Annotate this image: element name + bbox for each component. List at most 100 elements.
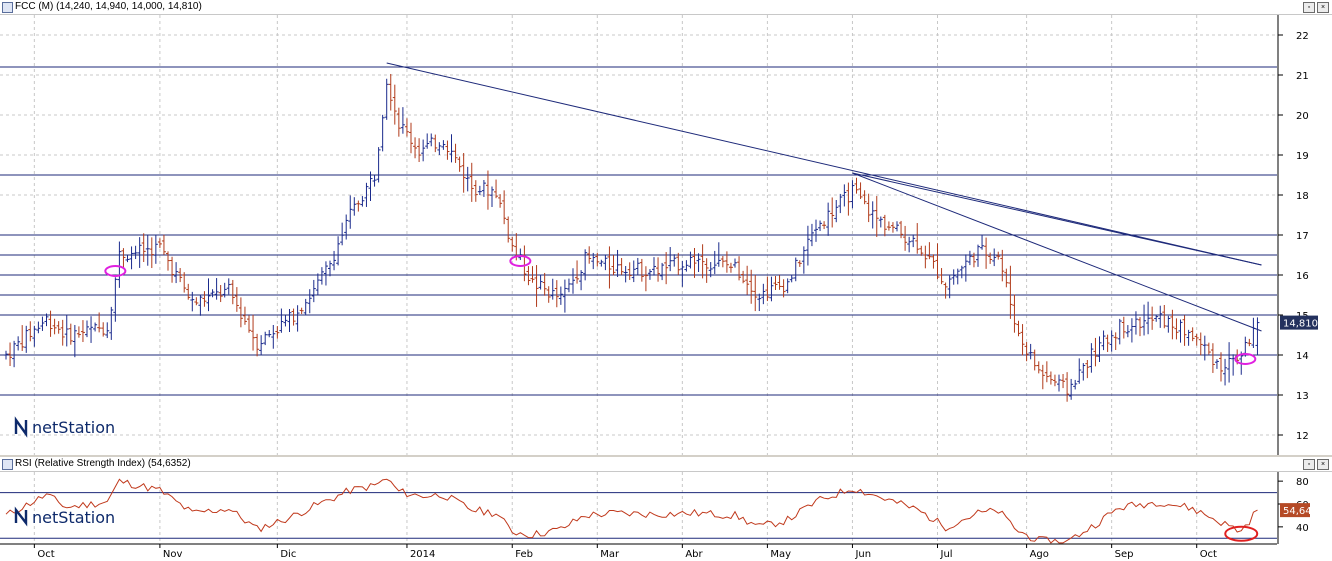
ohlc-bar [943,282,948,299]
ohlc-bar [166,251,170,271]
ohlc-bar [562,279,567,313]
ohlc-bar [1032,349,1037,371]
ohlc-bar [1198,332,1203,356]
ohlc-bar [202,291,207,307]
close-button[interactable]: × [1317,2,1329,13]
ohlc-bar [20,325,25,351]
ohlc-bar [234,287,239,312]
ohlc-bar [174,262,179,284]
rsi-restore-button[interactable]: ▫ [1303,459,1315,470]
ohlc-bar [591,252,596,270]
ohlc-bar [360,196,365,207]
ohlc-bar [4,350,8,360]
ohlc-bar [465,166,470,192]
ohlc-bar [1008,265,1013,319]
rsi-y-tick-label: 40 [1296,523,1309,534]
ohlc-bar [1117,318,1122,345]
restore-button[interactable]: ▫ [1303,2,1315,13]
ohlc-bar [299,307,304,315]
ohlc-bar [781,279,786,298]
rsi-window-menu-icon[interactable] [2,459,13,470]
ohlc-bar [1077,358,1082,384]
ohlc-bar [550,278,555,300]
x-tick-label: Nov [163,549,183,560]
ohlc-bar [251,314,256,351]
ohlc-bar [498,194,503,208]
rsi-panel-title: RSI (Relative Strength Index) (54,6352) [15,458,191,469]
ohlc-bar [1113,332,1118,351]
ohlc-bar [635,257,640,275]
ohlc-bar [1004,268,1009,288]
ohlc-bar [97,312,102,333]
ohlc-bar [611,255,616,276]
ohlc-bar [48,310,53,337]
rsi-close-button[interactable]: × [1317,459,1329,470]
ohlc-bar [631,260,636,283]
ohlc-bar [773,275,778,290]
ohlc-bar [656,257,661,282]
highlight-marker [509,255,532,267]
ohlc-bar [194,297,199,306]
ohlc-bar [1016,320,1021,337]
trendline [386,62,1262,266]
window-menu-icon[interactable] [2,2,13,13]
ohlc-bar [356,200,361,212]
ohlc-bar [1057,374,1061,392]
ohlc-bar [846,182,851,216]
ohlc-bar [522,245,527,282]
ohlc-bar [923,245,928,269]
ohlc-bar [967,250,972,266]
ohlc-bar [12,340,17,368]
ohlc-bar [1154,314,1159,322]
ohlc-bar [858,182,863,200]
ohlc-bar [481,179,486,197]
ohlc-bar [149,237,154,269]
ohlc-bar [530,266,535,283]
price-panel-title: FCC (M) (14,240, 14,940, 14,000, 14,810) [15,1,202,12]
ohlc-bar [36,321,41,334]
rsi-panel-titlebar: RSI (Relative Strength Index) (54,6352) … [0,457,1332,472]
ohlc-bar [745,265,750,295]
ohlc-bar [1174,318,1179,340]
y-tick-label: 22 [1296,31,1309,42]
ohlc-bar [425,133,430,149]
ohlc-bar [1223,358,1228,386]
ohlc-bar [60,319,65,346]
ohlc-bar [1065,372,1070,402]
ohlc-bar [672,254,677,267]
ohlc-bar [895,221,899,232]
ohlc-bar [838,193,843,214]
ohlc-bar [1036,361,1041,374]
ohlc-bar [518,248,523,261]
ohlc-bar [247,315,251,333]
ohlc-bar [757,293,762,312]
ohlc-bar [639,258,644,282]
ohlc-bar [469,162,474,202]
ohlc-bar [963,254,968,282]
rsi-series-line [5,478,1258,544]
ohlc-bar [129,246,134,270]
ohlc-bar [24,325,29,353]
rsi-netstation-logo-icon [14,506,28,527]
ohlc-bar [733,258,737,268]
ohlc-bar [542,272,547,296]
ohlc-bar [210,289,215,298]
ohlc-bar [789,274,794,283]
ohlc-bar [587,246,592,264]
ohlc-bar [696,253,701,273]
ohlc-bar [818,220,823,232]
trendline [852,172,1262,332]
ohlc-bar [279,308,284,333]
ohlc-bar [1251,317,1256,349]
ohlc-bar [348,195,353,229]
ohlc-bar [1061,374,1066,389]
ohlc-bar [1069,378,1074,400]
ohlc-bar [275,326,280,339]
ohlc-bar [1190,327,1195,342]
ohlc-bar [1109,330,1114,352]
ohlc-bar [230,279,235,305]
ohlc-bar [311,279,316,303]
ohlc-bar [959,265,964,279]
ohlc-bar [429,133,434,147]
ohlc-bar [931,254,936,269]
